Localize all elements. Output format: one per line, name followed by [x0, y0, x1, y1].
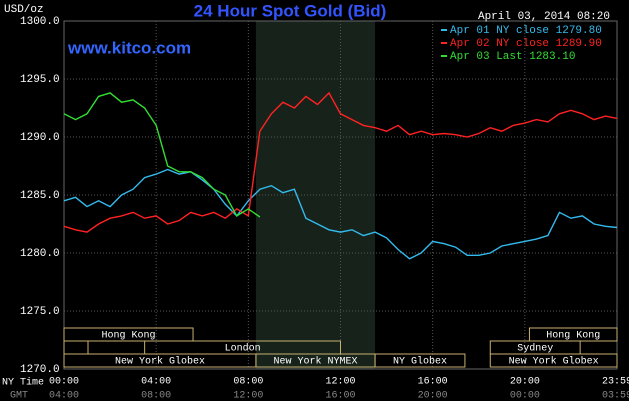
legend-entry: Apr 01 NY close 1279.80 [450, 25, 602, 37]
y-tick-label: 1295.0 [20, 74, 60, 86]
session-label: Hong Kong [546, 331, 600, 342]
x-tick-label: 12:00 [325, 377, 355, 388]
session-label: NY Globex [393, 356, 447, 368]
session-box [489, 353, 618, 368]
highlight-band [255, 21, 376, 369]
x-tick-label: 04:00 [141, 377, 171, 388]
x2-tick-label: 20:00 [418, 391, 448, 401]
x2-tick-label: 03:59 [602, 391, 629, 401]
x2-tick-label: 12:00 [233, 391, 263, 401]
session-label: New York NYMEX [273, 356, 357, 368]
session-box [63, 327, 194, 342]
x2-row-label: GMT [10, 391, 28, 401]
plot-frame [63, 20, 618, 370]
session-box [374, 353, 466, 368]
y-tick-label: 1270.0 [20, 364, 60, 376]
series-line [63, 168, 618, 260]
x2-tick-label: 00:00 [510, 391, 540, 401]
x2-tick-label: 04:00 [49, 391, 79, 401]
session-label: Hong Kong [102, 331, 156, 342]
plot-layer [63, 20, 618, 370]
x-tick-label: 20:00 [510, 377, 540, 388]
series-line [63, 91, 618, 233]
y-tick-label: 1290.0 [20, 132, 60, 144]
y-tick-label: 1280.0 [20, 248, 60, 260]
x-tick-label: 00:00 [49, 377, 79, 388]
y-tick-label: 1275.0 [20, 306, 60, 318]
watermark: www.kitco.com [67, 38, 191, 57]
legend-entry: Apr 03 Last 1283.10 [450, 51, 575, 63]
timestamp: April 03, 2014 08:20 [478, 11, 610, 23]
session-label: New York Globex [115, 356, 205, 368]
chart-title: 24 Hour Spot Gold (Bid) [194, 1, 387, 20]
session-label: Sydney [517, 343, 553, 355]
x-tick-label: 23:59 [602, 377, 629, 388]
x2-tick-label: 16:00 [325, 391, 355, 401]
session-label: New York Globex [509, 356, 599, 368]
legend-entry: Apr 02 NY close 1289.90 [450, 38, 602, 50]
x2-tick-label: 08:00 [141, 391, 171, 401]
x-tick-label: 16:00 [418, 377, 448, 388]
y-axis-label: USD/oz [4, 4, 44, 16]
session-label: London [225, 343, 261, 355]
y-tick-label: 1300.0 [20, 16, 60, 28]
y-tick-label: 1285.0 [20, 190, 60, 202]
x-row-label: NY Time [2, 377, 44, 389]
x-tick-label: 08:00 [233, 377, 263, 388]
series-line [63, 92, 261, 218]
